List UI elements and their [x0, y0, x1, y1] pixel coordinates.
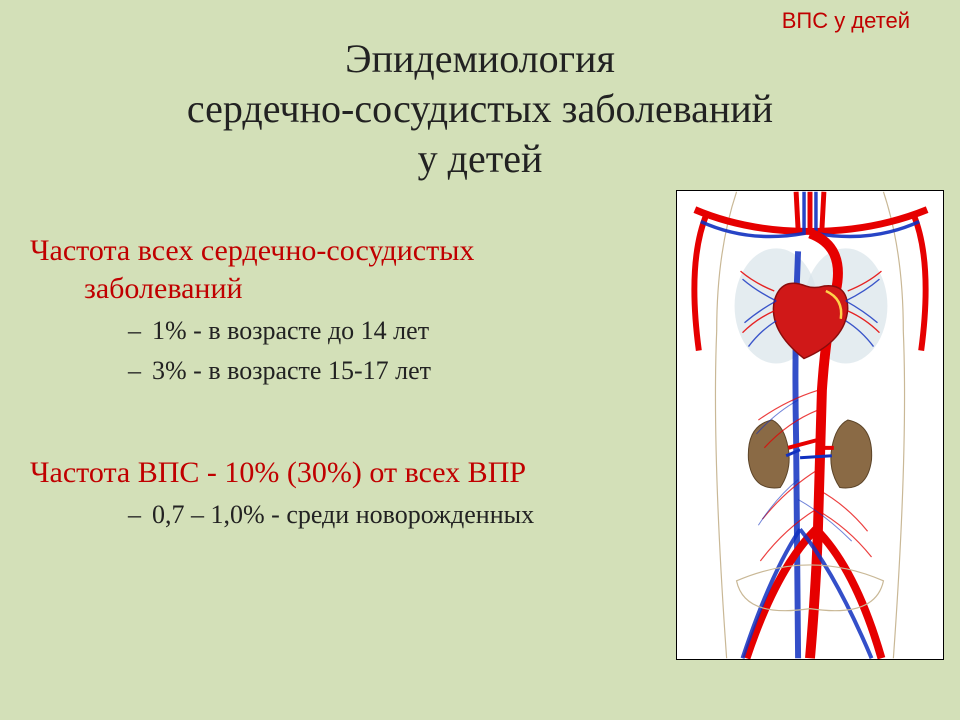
section-2-list: 0,7 – 1,0% - среди новорожденных: [128, 495, 670, 535]
section-1-heading-line-1: Частота всех сердечно-сосудистых: [30, 234, 474, 267]
circulatory-system-icon: [677, 191, 943, 659]
title-line-3: у детей: [418, 136, 543, 181]
section-1-heading-line-2: заболеваний: [30, 270, 670, 308]
section-2: Частота ВПС - 10% (30%) от всех ВПР 0,7 …: [30, 454, 670, 536]
corner-label: ВПС у детей: [782, 8, 910, 34]
anatomy-figure: [676, 190, 944, 660]
list-item: 3% - в возрасте 15-17 лет: [128, 351, 670, 391]
title-line-1: Эпидемиология: [345, 36, 615, 81]
section-1-list: 1% - в возрасте до 14 лет 3% - в возраст…: [128, 311, 670, 392]
section-1-heading: Частота всех сердечно-сосудистых заболев…: [30, 232, 670, 307]
list-item: 1% - в возрасте до 14 лет: [128, 311, 670, 351]
section-1: Частота всех сердечно-сосудистых заболев…: [30, 232, 670, 392]
title-line-2: сердечно-сосудистых заболеваний: [187, 86, 773, 131]
content-area: Частота всех сердечно-сосудистых заболев…: [30, 232, 670, 535]
list-item: 0,7 – 1,0% - среди новорожденных: [128, 495, 670, 535]
section-2-heading: Частота ВПС - 10% (30%) от всех ВПР: [30, 454, 670, 492]
